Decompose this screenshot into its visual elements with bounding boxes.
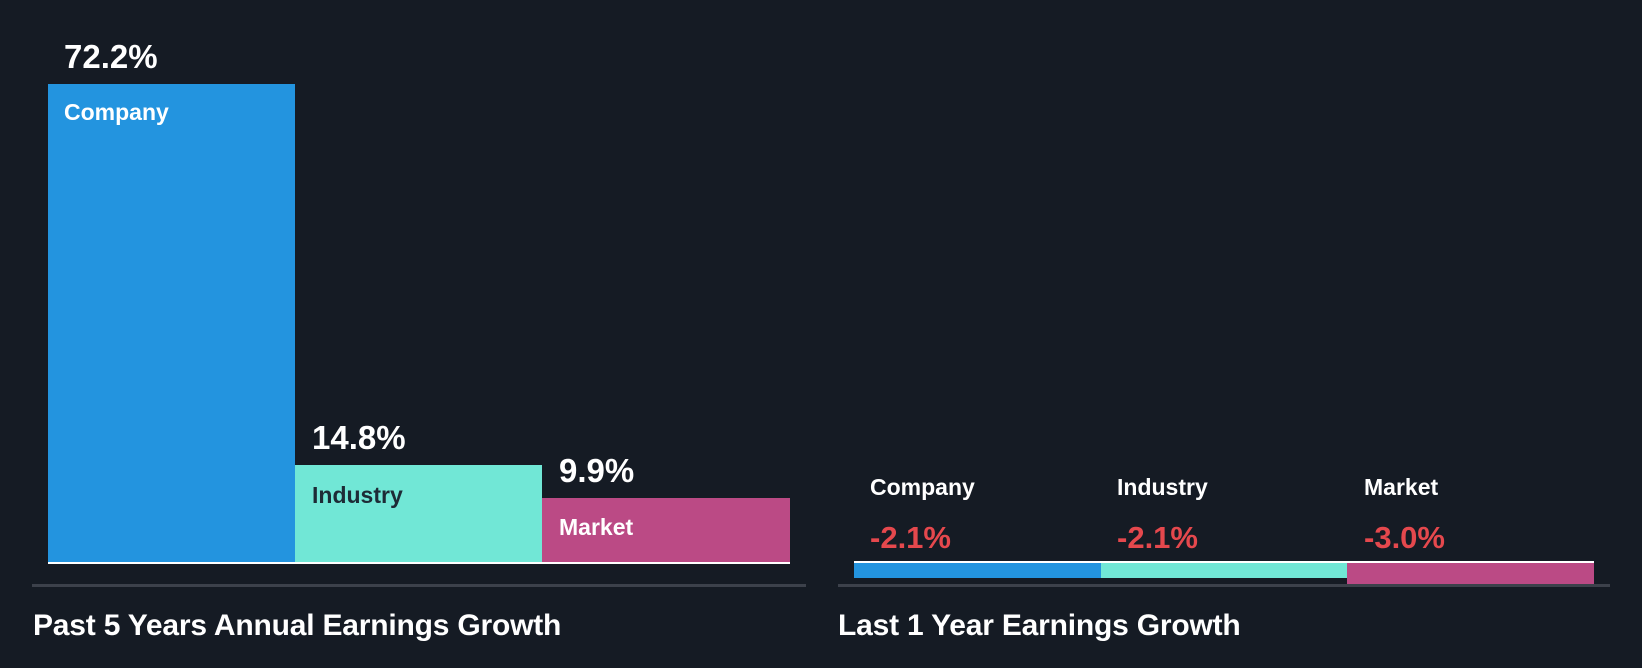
industry-label-5y: Industry <box>312 482 403 508</box>
market-bar-1y <box>1347 562 1594 584</box>
right-baseline <box>854 561 1594 563</box>
company-label-5y: Company <box>64 99 169 125</box>
market-value-5y: 9.9% <box>559 452 635 489</box>
industry-value-1y: -2.1% <box>1117 520 1198 555</box>
company-value-1y: -2.1% <box>870 520 951 555</box>
market-value-1y: -3.0% <box>1364 520 1445 555</box>
industry-bar-5y <box>295 465 542 563</box>
industry-bar-1y <box>1101 562 1347 578</box>
company-value-5y: 72.2% <box>64 38 158 75</box>
company-label-1y: Company <box>870 474 975 500</box>
company-bar-5y <box>48 84 295 563</box>
industry-label-1y: Industry <box>1117 474 1208 500</box>
right-chart-title: Last 1 Year Earnings Growth <box>838 609 1241 642</box>
company-bar-1y <box>854 562 1101 578</box>
market-bar-5y <box>542 498 790 563</box>
market-label-5y: Market <box>559 514 634 540</box>
left-chart-title: Past 5 Years Annual Earnings Growth <box>33 609 562 642</box>
industry-value-5y: 14.8% <box>312 419 406 456</box>
market-label-1y: Market <box>1364 474 1439 500</box>
right-separator <box>838 584 1610 587</box>
left-baseline <box>48 562 790 564</box>
left-separator <box>32 584 806 587</box>
